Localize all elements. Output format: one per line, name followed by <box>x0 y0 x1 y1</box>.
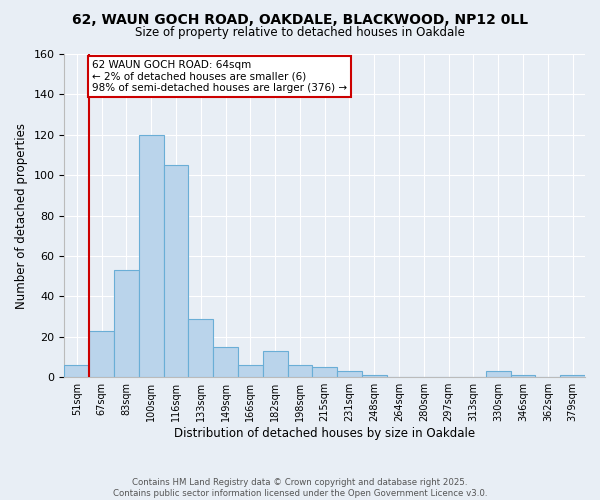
Bar <box>213 347 238 377</box>
Bar <box>89 330 114 377</box>
Bar <box>337 371 362 377</box>
Bar <box>263 351 287 377</box>
Bar <box>313 367 337 377</box>
Bar <box>238 365 263 377</box>
Bar <box>164 165 188 377</box>
Bar <box>486 371 511 377</box>
Text: Size of property relative to detached houses in Oakdale: Size of property relative to detached ho… <box>135 26 465 39</box>
Bar <box>362 375 386 377</box>
Text: 62, WAUN GOCH ROAD, OAKDALE, BLACKWOOD, NP12 0LL: 62, WAUN GOCH ROAD, OAKDALE, BLACKWOOD, … <box>72 12 528 26</box>
Bar <box>511 375 535 377</box>
Bar <box>114 270 139 377</box>
Bar <box>188 318 213 377</box>
Bar <box>64 365 89 377</box>
X-axis label: Distribution of detached houses by size in Oakdale: Distribution of detached houses by size … <box>174 427 475 440</box>
Y-axis label: Number of detached properties: Number of detached properties <box>15 122 28 308</box>
Text: 62 WAUN GOCH ROAD: 64sqm
← 2% of detached houses are smaller (6)
98% of semi-det: 62 WAUN GOCH ROAD: 64sqm ← 2% of detache… <box>92 60 347 94</box>
Bar <box>560 375 585 377</box>
Text: Contains HM Land Registry data © Crown copyright and database right 2025.
Contai: Contains HM Land Registry data © Crown c… <box>113 478 487 498</box>
Bar <box>139 135 164 377</box>
Bar <box>287 365 313 377</box>
